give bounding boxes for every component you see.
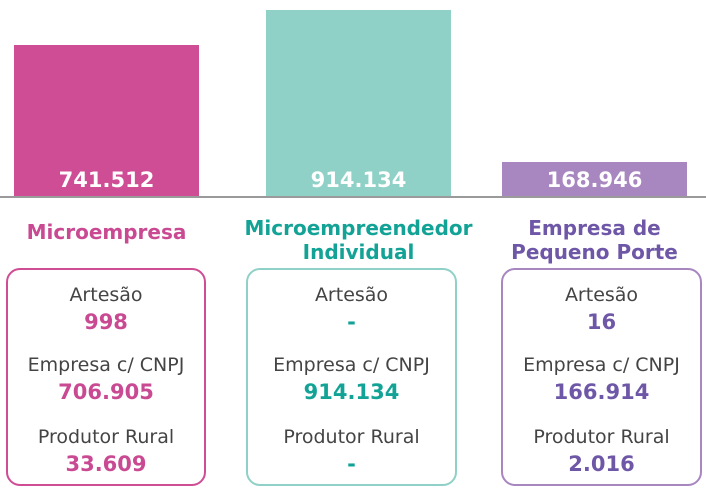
detail-value: -	[347, 310, 356, 334]
detail-label: Artesão	[564, 284, 639, 306]
detail-label: Produtor Rural	[37, 426, 175, 448]
baseline	[0, 196, 706, 198]
category-label: Empresa de Pequeno Porte	[511, 216, 678, 264]
detail-label: Produtor Rural	[533, 426, 670, 448]
category-label: Microempresa	[26, 220, 187, 244]
value-label: 168.946	[546, 168, 643, 192]
detail-label: Empresa c/ CNPJ	[27, 354, 185, 376]
detail-value: 166.914	[553, 380, 650, 404]
detail-value: -	[347, 452, 356, 476]
value-label: 741.512	[58, 168, 155, 192]
category-label: Microempreendedor Individual	[244, 216, 473, 264]
detail-label: Artesão	[314, 284, 389, 306]
detail-box: Artesão 16 Empresa c/ CNPJ 166.914 Produtor …	[501, 268, 702, 486]
detail-value: 33.609	[65, 452, 147, 476]
detail-label: Produtor Rural	[283, 426, 420, 448]
bar	[14, 45, 199, 196]
detail-value: 998	[84, 310, 128, 334]
detail-box: Artesão - Empresa c/ CNPJ 914.134 Produtor R…	[246, 268, 457, 486]
bar	[502, 161, 687, 196]
detail-value: 16	[586, 310, 617, 334]
detail-value: 914.134	[303, 380, 400, 404]
detail-value: 2.016	[568, 452, 635, 476]
value-label: 914.134	[310, 168, 407, 192]
detail-label: Artesão	[69, 284, 143, 306]
detail-label: Empresa c/ CNPJ	[523, 354, 680, 376]
detail-label: Empresa c/ CNPJ	[273, 354, 430, 376]
bar	[266, 10, 451, 196]
detail-value: 706.905	[58, 380, 154, 404]
detail-box: Artesão 998 Empresa c/ CNPJ 706.905 Produtor…	[6, 268, 206, 486]
